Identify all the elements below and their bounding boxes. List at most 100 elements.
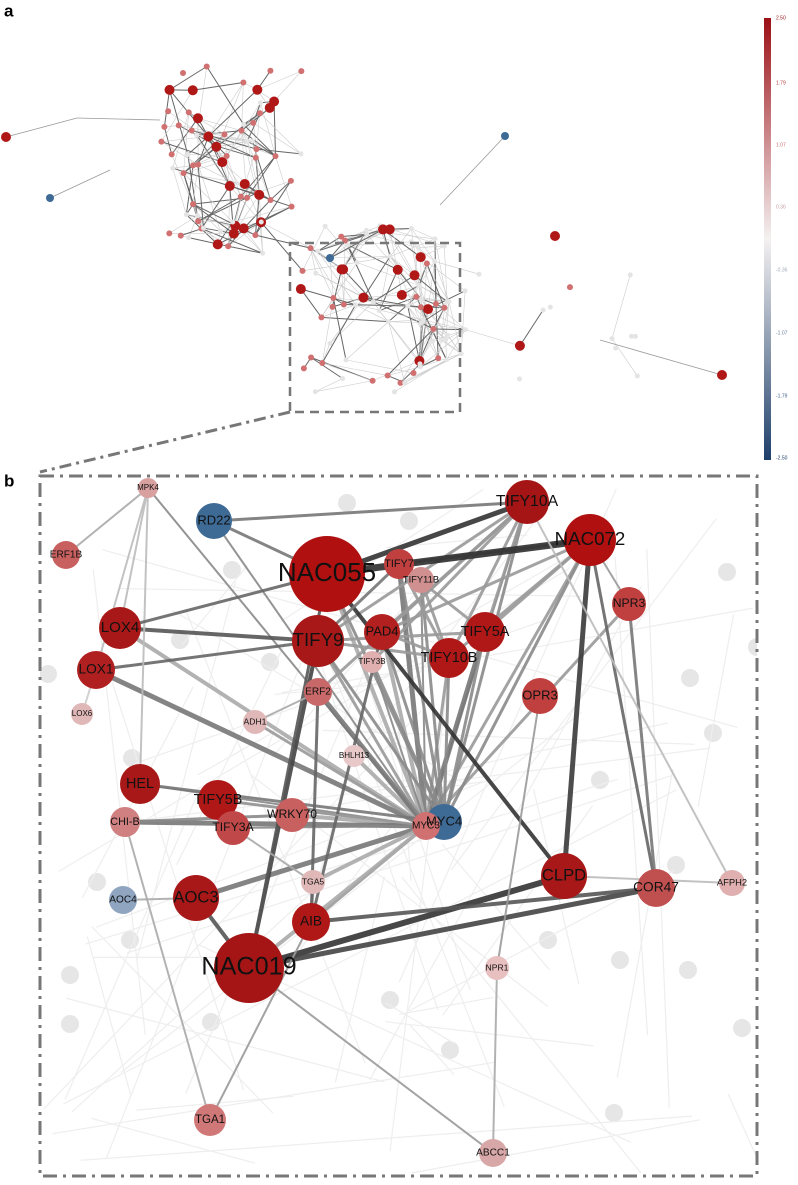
edge (228, 246, 262, 253)
node (298, 68, 304, 74)
node (430, 326, 436, 332)
node (610, 336, 615, 341)
node (169, 151, 175, 157)
colorbar-tick-label: 1.79 (776, 80, 786, 86)
edge (230, 186, 233, 222)
edge (6, 118, 77, 137)
node (567, 284, 573, 290)
gene-label: TIFY10B (421, 650, 478, 666)
colorbar-tick-label: -1.07 (776, 330, 788, 336)
node (178, 233, 184, 239)
faint-edge (385, 1022, 593, 1046)
node (225, 181, 235, 191)
node (229, 229, 239, 239)
node (433, 301, 439, 307)
gene-label: NAC072 (555, 528, 626, 549)
node (224, 153, 230, 159)
node (419, 297, 424, 302)
gene-label: RD22 (197, 512, 230, 527)
edge (189, 216, 198, 238)
gene-label: TIFY5B (194, 792, 243, 808)
gene-label: TIFY3B (358, 657, 385, 666)
edge (435, 261, 449, 301)
node (337, 264, 347, 274)
node (189, 128, 195, 134)
faint-edge (44, 711, 422, 1109)
faint-edge (412, 1120, 700, 1173)
node (244, 195, 250, 201)
background-node (718, 563, 736, 581)
node (296, 284, 306, 294)
node (308, 354, 314, 360)
colorbar-tick-label: -2.50 (776, 455, 788, 461)
node (166, 230, 172, 236)
node (265, 103, 275, 113)
edge (356, 305, 389, 322)
edge (303, 262, 357, 270)
faint-edge (66, 998, 384, 1082)
node (441, 305, 447, 311)
edge (301, 289, 322, 317)
gene-label: MYC3 (412, 821, 440, 832)
node (298, 151, 303, 156)
node (185, 152, 190, 157)
node (318, 314, 324, 320)
edge (461, 291, 465, 354)
node (289, 204, 295, 210)
background-node (667, 856, 685, 874)
node (476, 272, 481, 277)
node (300, 268, 306, 274)
node (541, 308, 546, 313)
background-node (338, 494, 356, 512)
edge (527, 502, 732, 883)
edge (193, 165, 198, 204)
gene-label: TIFY10A (496, 493, 559, 510)
gene-label: NAC055 (278, 557, 376, 587)
edge (50, 170, 110, 198)
gene-label: NAC019 (201, 953, 296, 981)
edge (405, 354, 461, 383)
node (188, 85, 198, 95)
node (221, 131, 227, 137)
node (353, 302, 358, 307)
node (250, 120, 256, 126)
node (267, 68, 273, 74)
edge (120, 628, 318, 641)
gene-label: LOX4 (101, 619, 140, 636)
node (418, 304, 424, 310)
edge (77, 118, 160, 120)
node (203, 132, 213, 142)
node (213, 239, 223, 249)
gene-label: TIFY11B (403, 573, 439, 584)
node (424, 261, 430, 267)
gene-label: WRKY70 (267, 807, 317, 821)
node (443, 337, 448, 342)
node (254, 190, 264, 200)
node (419, 320, 424, 325)
edge (629, 604, 656, 888)
node (413, 294, 419, 300)
node (435, 355, 441, 361)
node (397, 290, 407, 300)
node (253, 155, 259, 161)
network-overview (1, 64, 727, 395)
edge (140, 488, 148, 784)
node (409, 226, 414, 231)
node (445, 333, 450, 338)
node (240, 179, 250, 189)
node (201, 226, 206, 231)
colorbar-tick-label: -1.79 (776, 393, 788, 399)
node (184, 212, 189, 217)
edge (170, 67, 207, 90)
edge (418, 246, 444, 247)
edge (389, 297, 417, 322)
node (432, 259, 437, 264)
node (633, 334, 638, 339)
node (161, 124, 167, 130)
node (515, 341, 525, 351)
node (416, 252, 426, 262)
node (635, 373, 640, 378)
node (463, 288, 468, 293)
node (176, 122, 182, 128)
